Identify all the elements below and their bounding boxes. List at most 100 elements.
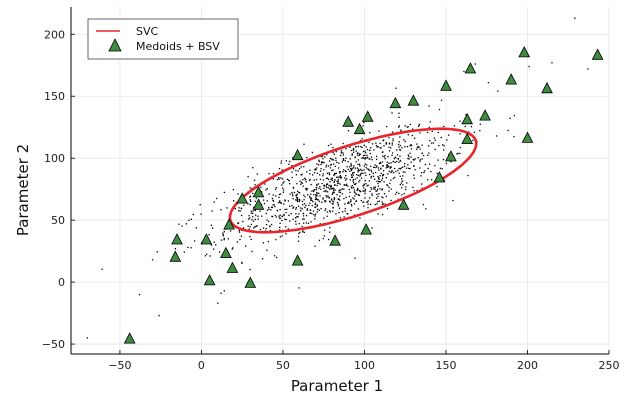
data-point	[350, 169, 353, 172]
data-point	[355, 161, 357, 163]
legend-box	[87, 18, 239, 60]
data-point	[138, 293, 141, 296]
data-point	[357, 174, 359, 177]
data-point	[344, 203, 346, 205]
data-point	[390, 166, 392, 168]
data-point	[325, 164, 328, 166]
data-point	[329, 181, 331, 183]
data-point	[316, 193, 318, 195]
data-point	[303, 199, 305, 201]
data-point	[338, 162, 340, 164]
medoid-bsv-marker	[464, 62, 477, 74]
data-point	[181, 225, 183, 227]
data-point	[329, 157, 332, 160]
data-point	[433, 137, 435, 139]
legend: SVC Medoids + BSV	[87, 18, 239, 60]
data-point	[452, 199, 454, 202]
data-point	[337, 182, 339, 185]
data-point	[410, 148, 413, 150]
data-point	[374, 188, 376, 191]
data-point	[254, 184, 256, 186]
data-point	[386, 184, 389, 187]
data-point	[240, 214, 243, 217]
data-point	[323, 184, 325, 186]
data-point	[253, 179, 256, 181]
medoid-bsv-marker	[291, 254, 304, 266]
data-point	[249, 217, 251, 219]
data-point	[347, 185, 349, 187]
data-point	[344, 170, 346, 172]
data-point	[266, 219, 268, 221]
data-point	[267, 220, 270, 223]
data-point	[355, 200, 358, 202]
data-point	[259, 210, 261, 212]
data-point	[275, 187, 278, 189]
data-point	[323, 161, 325, 164]
data-point	[405, 186, 407, 188]
data-point	[354, 183, 356, 185]
data-point	[363, 144, 365, 146]
data-point	[212, 248, 215, 250]
data-point	[333, 174, 335, 176]
data-point	[300, 174, 302, 176]
data-point	[341, 188, 344, 190]
data-point	[513, 135, 515, 138]
data-point	[413, 190, 415, 192]
data-point	[293, 191, 296, 194]
data-point	[375, 171, 377, 174]
data-point	[347, 168, 350, 171]
data-point	[194, 240, 196, 242]
data-point	[364, 150, 366, 152]
data-point	[285, 233, 287, 235]
data-point	[389, 166, 391, 168]
data-point	[343, 216, 345, 218]
data-point	[303, 222, 305, 224]
data-point	[332, 201, 335, 203]
data-point	[300, 207, 302, 209]
data-point	[322, 157, 324, 160]
data-point	[350, 176, 353, 178]
data-point	[437, 159, 439, 161]
data-point	[291, 171, 293, 173]
data-point	[381, 161, 384, 163]
data-point	[428, 163, 431, 165]
data-point	[357, 152, 359, 154]
data-point	[418, 124, 421, 126]
data-point	[291, 205, 293, 207]
data-point	[283, 203, 285, 205]
data-point	[281, 184, 283, 186]
data-point	[206, 253, 208, 256]
data-point	[365, 166, 367, 169]
data-point	[298, 168, 301, 170]
data-point	[376, 146, 378, 148]
data-point	[332, 190, 335, 192]
data-point	[275, 256, 278, 259]
data-point	[379, 142, 381, 145]
data-point	[319, 170, 322, 172]
data-point	[479, 130, 481, 132]
data-point	[323, 190, 325, 192]
data-point	[357, 194, 360, 196]
data-point	[417, 146, 419, 148]
data-point	[280, 202, 283, 204]
data-point	[266, 209, 269, 211]
data-point	[346, 165, 348, 168]
data-point	[305, 222, 308, 224]
data-point	[379, 162, 382, 164]
data-point	[381, 188, 384, 190]
data-point	[428, 152, 430, 154]
data-point	[272, 173, 275, 175]
data-point	[365, 183, 367, 185]
data-point	[383, 193, 386, 195]
data-point	[410, 143, 412, 146]
medoid-bsv-marker	[252, 186, 265, 198]
data-point	[299, 231, 301, 234]
data-point	[474, 63, 477, 65]
data-point	[337, 178, 339, 181]
data-point	[315, 195, 318, 197]
data-point	[394, 167, 396, 170]
data-point	[306, 171, 308, 173]
data-point	[377, 200, 379, 203]
data-point	[370, 175, 372, 178]
data-point	[440, 136, 442, 139]
